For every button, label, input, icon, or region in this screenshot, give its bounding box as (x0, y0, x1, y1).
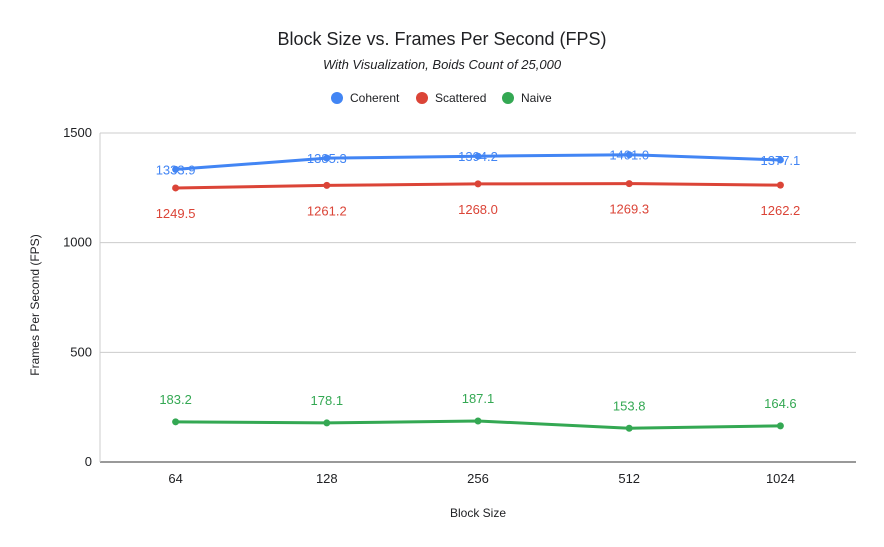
data-label: 187.1 (462, 391, 495, 406)
y-tick-label: 1500 (63, 125, 92, 140)
x-tick-label: 64 (168, 471, 182, 486)
legend-label: Coherent (350, 91, 400, 105)
data-label: 1333.9 (156, 162, 196, 177)
chart-title: Block Size vs. Frames Per Second (FPS) (277, 29, 606, 49)
series-group: 1333.9 1385.3 1394.2 1401.0 1377.1 1249.5 1261… (156, 148, 801, 432)
series-naive: 183.2 178.1 187.1 153.8 164.6 (159, 391, 796, 432)
data-label: 1401.0 (609, 148, 649, 163)
data-point (475, 180, 482, 187)
legend-item-coherent[interactable]: Coherent (331, 91, 400, 105)
data-label: 153.8 (613, 398, 646, 413)
data-label: 1249.5 (156, 206, 196, 221)
legend-item-scattered[interactable]: Scattered (416, 91, 486, 105)
data-point (172, 418, 179, 425)
data-label: 164.6 (764, 396, 797, 411)
chart-subtitle: With Visualization, Boids Count of 25,00… (323, 57, 562, 72)
y-tick-label: 500 (70, 344, 92, 359)
x-tick-label: 1024 (766, 471, 795, 486)
y-axis-label: Frames Per Second (FPS) (28, 234, 42, 375)
data-point (172, 184, 179, 191)
x-tick-label: 256 (467, 471, 489, 486)
legend-swatch (331, 92, 343, 104)
data-point (475, 417, 482, 424)
data-point (777, 182, 784, 189)
legend: Coherent Scattered Naive (331, 91, 552, 105)
legend-label: Scattered (435, 91, 486, 105)
data-label: 1377.1 (761, 153, 801, 168)
y-tick-label: 1000 (63, 235, 92, 250)
data-point (626, 425, 633, 432)
data-label: 1261.2 (307, 203, 347, 218)
y-tick-label: 0 (85, 454, 92, 469)
y-axis-ticks: 0 500 1000 1500 (63, 125, 92, 469)
legend-swatch (416, 92, 428, 104)
data-point (323, 182, 330, 189)
x-tick-label: 512 (618, 471, 640, 486)
data-label: 1385.3 (307, 151, 347, 166)
x-axis-ticks: 64 128 256 512 1024 (168, 471, 794, 486)
data-point (626, 180, 633, 187)
data-label: 1394.2 (458, 149, 498, 164)
data-point (323, 419, 330, 426)
data-label: 1262.2 (761, 203, 801, 218)
legend-item-naive[interactable]: Naive (502, 91, 552, 105)
legend-label: Naive (521, 91, 552, 105)
x-tick-label: 128 (316, 471, 338, 486)
data-label: 183.2 (159, 392, 192, 407)
data-label: 1268.0 (458, 202, 498, 217)
series-coherent: 1333.9 1385.3 1394.2 1401.0 1377.1 (156, 148, 801, 178)
data-label: 1269.3 (609, 202, 649, 217)
data-point (777, 422, 784, 429)
x-axis-label: Block Size (450, 506, 506, 520)
series-scattered: 1249.5 1261.2 1268.0 1269.3 1262.2 (156, 180, 801, 221)
legend-swatch (502, 92, 514, 104)
data-label: 178.1 (311, 393, 344, 408)
